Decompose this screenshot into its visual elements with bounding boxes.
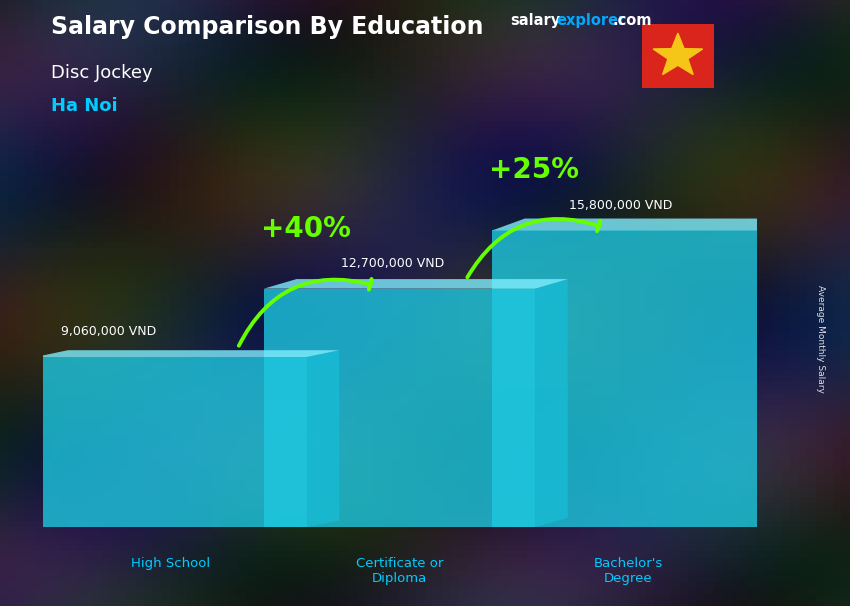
Polygon shape <box>653 33 703 75</box>
Text: 9,060,000 VND: 9,060,000 VND <box>61 325 156 338</box>
Text: Bachelor's
Degree: Bachelor's Degree <box>593 558 663 585</box>
Text: Average Monthly Salary: Average Monthly Salary <box>816 285 824 393</box>
Text: salary: salary <box>510 13 560 28</box>
Polygon shape <box>492 230 763 527</box>
Text: High School: High School <box>132 558 211 570</box>
Text: 15,800,000 VND: 15,800,000 VND <box>570 199 672 211</box>
Text: Salary Comparison By Education: Salary Comparison By Education <box>51 15 484 39</box>
Text: +25%: +25% <box>489 156 579 184</box>
Text: .com: .com <box>612 13 651 28</box>
Polygon shape <box>264 279 568 288</box>
Polygon shape <box>492 219 796 230</box>
Text: +40%: +40% <box>261 215 350 242</box>
Polygon shape <box>763 219 796 527</box>
Polygon shape <box>264 288 536 527</box>
Text: explorer: explorer <box>557 13 626 28</box>
Polygon shape <box>536 279 568 527</box>
Polygon shape <box>36 350 339 357</box>
Text: 12,700,000 VND: 12,700,000 VND <box>341 257 444 270</box>
Polygon shape <box>36 357 307 527</box>
Text: Certificate or
Diploma: Certificate or Diploma <box>356 558 443 585</box>
Polygon shape <box>307 350 339 527</box>
Text: Ha Noi: Ha Noi <box>51 97 117 115</box>
Text: Disc Jockey: Disc Jockey <box>51 64 153 82</box>
